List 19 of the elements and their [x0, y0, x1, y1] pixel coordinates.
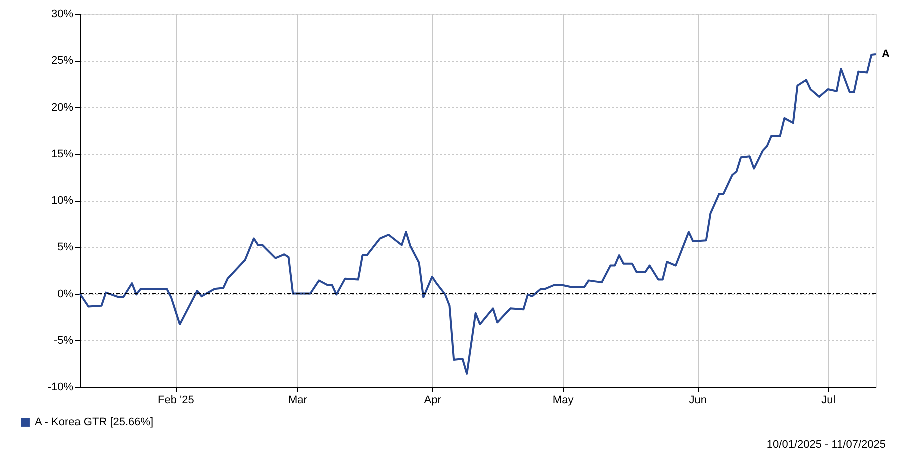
x-tick-label: Jul [822, 394, 836, 406]
x-tick-label: Jun [689, 394, 708, 406]
y-tick-label: 5% [58, 242, 74, 254]
y-tick-label: 10% [51, 195, 74, 207]
y-tick-label: 30% [51, 8, 74, 20]
x-tick-label: Mar [288, 394, 308, 406]
y-tick-label: 0% [58, 288, 74, 300]
y-tick-label: -10% [48, 382, 74, 394]
y-tick-label: 15% [51, 148, 74, 160]
line-series [79, 53, 877, 375]
legend-label: A - Korea GTR [25.66%] [35, 416, 154, 428]
y-tick-label: 20% [51, 102, 74, 114]
y-tick-label: -5% [54, 334, 74, 347]
x-tick-label: May [552, 394, 574, 406]
y-tick-label: 25% [51, 55, 74, 68]
annotation: A [882, 48, 890, 60]
text: 10/01/2025 - 11/07/2025 [766, 439, 886, 450]
x-tick-label: Feb '25 [158, 394, 194, 406]
x-tick-label: Apr [424, 394, 442, 406]
